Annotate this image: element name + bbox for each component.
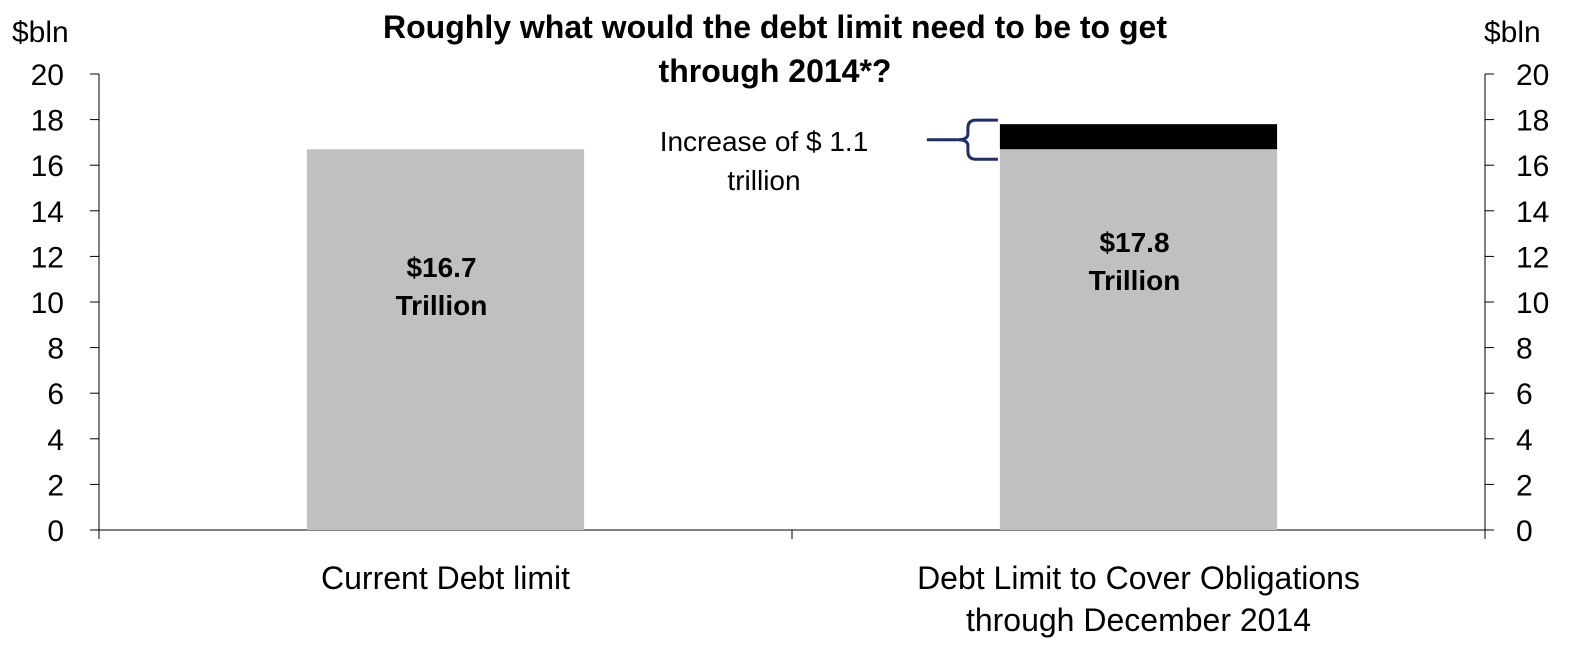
- y-tick-label-right: 10: [1516, 287, 1549, 320]
- axes: 0 0 2 2 4 4 6 6 8 8 10 10 12 12 14 14 16 16 18 18 20 20: [31, 59, 1550, 548]
- bar-base: [999, 149, 1278, 531]
- bar-value-label: $16.7: [406, 252, 476, 283]
- chart-title-line: through 2014*?: [659, 53, 892, 89]
- y-tick-label-right: 4: [1516, 424, 1533, 457]
- brace-icon: [957, 118, 998, 161]
- category-labels: Current Debt limit Debt Limit to Cover Ob…: [321, 560, 1360, 638]
- annotation-text: trillion: [727, 165, 800, 196]
- y-tick-label-left: 2: [47, 469, 64, 502]
- y-tick-label-right: 20: [1516, 59, 1549, 92]
- y-tick-label-left: 8: [47, 333, 64, 366]
- y-tick-label-right: 0: [1516, 515, 1533, 548]
- y-tick-label-left: 6: [47, 378, 64, 411]
- y-tick-label-left: 20: [31, 59, 64, 92]
- chart-title-line: Roughly what would the debt limit need t…: [383, 9, 1167, 45]
- bar-labels: $16.7 Trillion $17.8 Trillion: [396, 227, 1181, 321]
- y-tick-label-right: 12: [1516, 241, 1549, 274]
- y-tick-label-right: 6: [1516, 378, 1533, 411]
- y-tick-label-right: 16: [1516, 150, 1549, 183]
- x-category-label: through December 2014: [966, 602, 1311, 638]
- y-tick-label-left: 0: [47, 515, 64, 548]
- y-tick-label-left: 18: [31, 105, 64, 138]
- y-tick-label-left: 12: [31, 241, 64, 274]
- bars: [306, 124, 1278, 531]
- bar-base: [306, 149, 585, 531]
- x-category-label: Debt Limit to Cover Obligations: [917, 560, 1360, 596]
- bar-increase: [999, 124, 1278, 150]
- chart-title: Roughly what would the debt limit need t…: [383, 9, 1167, 89]
- increase-annotation: Increase of $ 1.1 trillion: [660, 118, 998, 196]
- y-tick-label-right: 8: [1516, 333, 1533, 366]
- y-tick-label-left: 16: [31, 150, 64, 183]
- y-tick-label-left: 10: [31, 287, 64, 320]
- y-tick-label-right: 2: [1516, 469, 1533, 502]
- y-tick-label-right: 18: [1516, 105, 1549, 138]
- bar-value-label: Trillion: [1089, 265, 1181, 296]
- x-category-label: Current Debt limit: [321, 560, 570, 596]
- y-axis-label-right: $bln: [1484, 16, 1541, 49]
- bar-value-label: Trillion: [396, 290, 488, 321]
- y-tick-label-left: 4: [47, 424, 64, 457]
- bar-value-label: $17.8: [1099, 227, 1169, 258]
- y-axis-label-left: $bln: [12, 16, 69, 49]
- annotation-text: Increase of $ 1.1: [660, 126, 869, 157]
- y-tick-label-left: 14: [31, 196, 64, 229]
- y-tick-label-right: 14: [1516, 196, 1549, 229]
